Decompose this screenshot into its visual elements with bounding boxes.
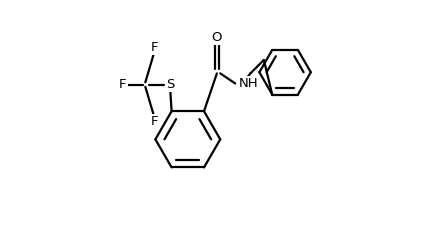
Text: O: O [211,31,222,44]
Text: NH: NH [239,77,259,90]
Text: F: F [150,41,158,54]
Text: F: F [119,78,127,91]
Text: F: F [150,115,158,128]
Text: S: S [166,78,174,91]
